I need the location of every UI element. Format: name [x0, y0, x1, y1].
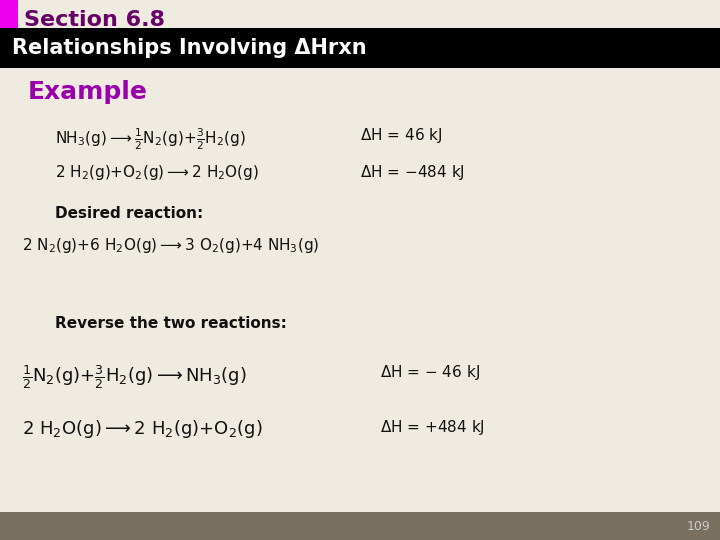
Text: NH$_3$(g)$\longrightarrow$$\frac{1}{2}$N$_2$(g)+$\frac{3}{2}$H$_2$(g): NH$_3$(g)$\longrightarrow$$\frac{1}{2}$N… [55, 126, 246, 152]
Bar [0, 512, 720, 540]
Text: $\frac{1}{2}$N$_2$(g)+$\frac{3}{2}$H$_2$(g)$\longrightarrow$NH$_3$(g): $\frac{1}{2}$N$_2$(g)+$\frac{3}{2}$H$_2$… [22, 363, 247, 391]
Text: Desired reaction:: Desired reaction: [55, 206, 203, 221]
Text: $\Delta$H = +484 kJ: $\Delta$H = +484 kJ [380, 418, 485, 437]
Text: $\Delta$H = $-$484 kJ: $\Delta$H = $-$484 kJ [360, 163, 465, 182]
Text: Example: Example [28, 80, 148, 104]
Text: $\Delta$H = $-$ 46 kJ: $\Delta$H = $-$ 46 kJ [380, 363, 480, 382]
Text: Section 6.8: Section 6.8 [24, 10, 165, 30]
Text: 2 H$_2$O(g)$\longrightarrow$2 H$_2$(g)+O$_2$(g): 2 H$_2$O(g)$\longrightarrow$2 H$_2$(g)+O… [22, 418, 263, 440]
Text: 2 H$_2$(g)+O$_2$(g)$\longrightarrow$2 H$_2$O(g): 2 H$_2$(g)+O$_2$(g)$\longrightarrow$2 H$… [55, 163, 259, 182]
Text: Reverse the two reactions:: Reverse the two reactions: [55, 316, 287, 331]
Bar [0, 0, 18, 28]
Text: Relationships Involving ΔHrxn: Relationships Involving ΔHrxn [12, 38, 366, 58]
Text: 109: 109 [686, 519, 710, 532]
Text: $\Delta$H = 46 kJ: $\Delta$H = 46 kJ [360, 126, 442, 145]
Bar [0, 28, 720, 68]
Text: 2 N$_2$(g)+6 H$_2$O(g)$\longrightarrow$3 O$_2$(g)+4 NH$_3$(g): 2 N$_2$(g)+6 H$_2$O(g)$\longrightarrow$3… [22, 236, 320, 255]
